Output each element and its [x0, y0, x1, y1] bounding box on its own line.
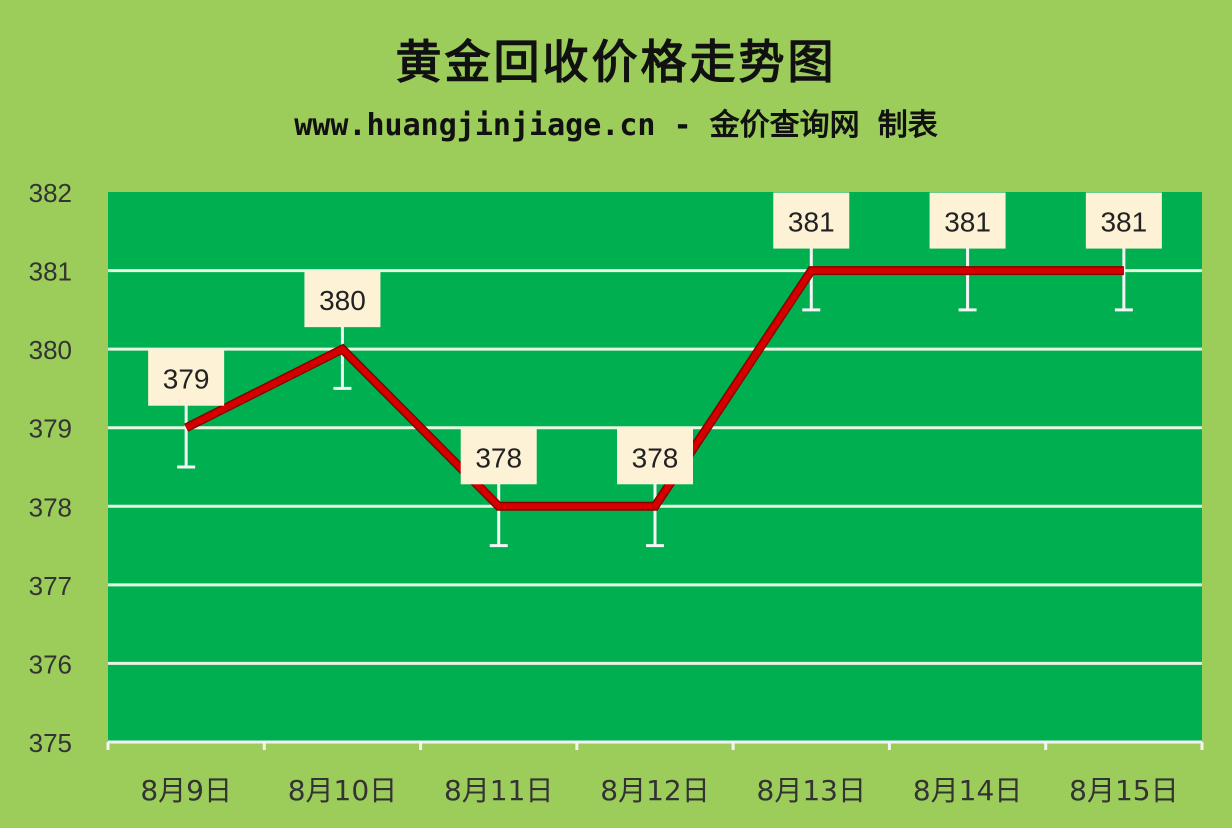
y-tick-label: 380 [29, 335, 72, 365]
x-tick-label: 8月9日 [140, 774, 232, 807]
y-tick-label: 382 [29, 178, 72, 208]
x-tick-label: 8月14日 [913, 774, 1022, 807]
data-label-box [1085, 192, 1162, 249]
x-tick-label: 8月10日 [288, 774, 397, 807]
y-tick-label: 379 [29, 414, 72, 444]
chart-subtitle: www.huangjinjiage.cn - 金价查询网 制表 [294, 108, 938, 143]
chart-title: 黄金回收价格走势图 [395, 35, 837, 89]
y-tick-label: 376 [29, 649, 72, 679]
data-label: 380 [319, 285, 366, 316]
data-label-box [460, 428, 537, 485]
x-tick-label: 8月11日 [444, 774, 553, 807]
data-label-box [617, 428, 693, 485]
data-label: 378 [475, 442, 522, 473]
data-label-box [773, 192, 850, 249]
data-label: 379 [163, 364, 210, 395]
data-label: 378 [632, 442, 679, 473]
data-label-box [304, 271, 381, 328]
data-label: 381 [1100, 207, 1147, 238]
x-tick-label: 8月15日 [1069, 774, 1178, 807]
series-line [184, 267, 1124, 510]
data-label-box [148, 349, 225, 406]
y-tick-label: 378 [29, 492, 72, 522]
x-tick-label: 8月12日 [600, 774, 709, 807]
x-tick-label: 8月13日 [757, 774, 866, 807]
data-label: 381 [944, 207, 991, 238]
data-label-box [929, 192, 1006, 249]
y-tick-label: 377 [29, 571, 72, 601]
data-label: 381 [788, 207, 835, 238]
y-tick-label: 381 [29, 257, 72, 287]
y-tick-label: 375 [29, 728, 72, 758]
